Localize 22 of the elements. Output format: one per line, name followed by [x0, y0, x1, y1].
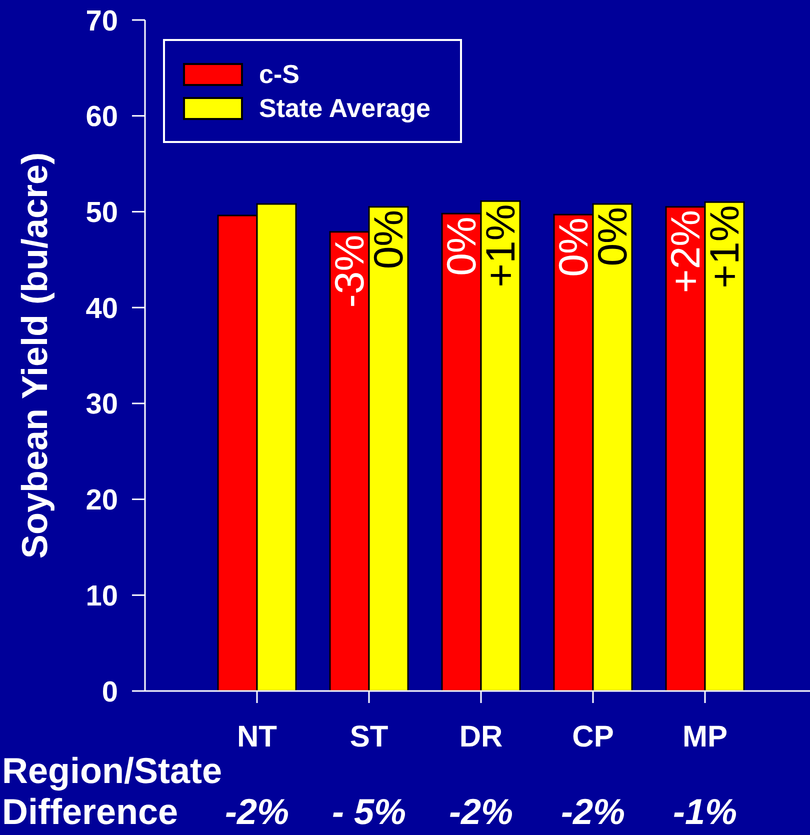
y-tick-label: 20: [86, 484, 118, 517]
text: -2%: [224, 791, 290, 832]
x-tick-label: MP: [682, 720, 728, 754]
y-tick-label: 0: [102, 676, 118, 708]
y-tick-label: 70: [86, 5, 118, 38]
y-tick-label: 40: [86, 292, 118, 325]
legend-label: c-S: [259, 59, 300, 89]
text: - 5%: [330, 791, 408, 832]
y-axis-title: Soybean Yield (bu/acre): [14, 152, 54, 559]
y-tick-label: 60: [86, 101, 118, 134]
y-tick-label: 50: [86, 197, 118, 230]
text: -2%: [560, 791, 626, 832]
text: -1%: [672, 791, 738, 832]
legend-label: State Average: [259, 93, 430, 123]
x-tick-label: NT: [237, 720, 277, 754]
y-tick-label: 10: [86, 580, 118, 612]
text: -2%: [448, 791, 514, 832]
y-tick-label: 30: [86, 388, 118, 421]
x-tick-label: DR: [459, 720, 503, 754]
text: Region/State Difference: [2, 750, 222, 832]
x-tick-label: CP: [572, 720, 614, 754]
x-tick-label: ST: [350, 720, 388, 754]
